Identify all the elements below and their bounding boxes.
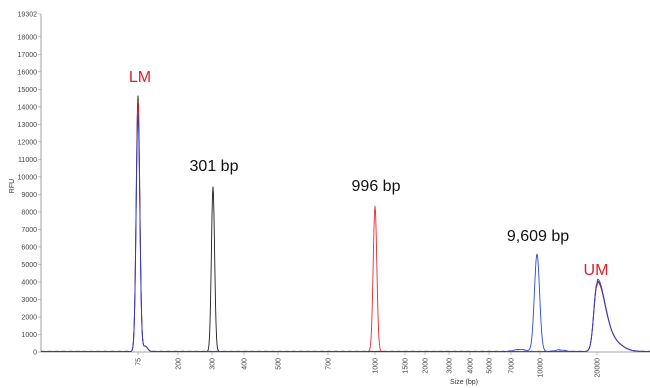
- y-tick-label: 16000: [18, 69, 38, 76]
- x-tick-label: 700: [326, 358, 333, 370]
- x-tick-label: 10000: [538, 358, 545, 378]
- y-tick-label: 17000: [18, 52, 38, 59]
- trace-line: [40, 95, 650, 353]
- trace-line: [40, 100, 650, 353]
- peak-label: 9,609 bp: [507, 228, 569, 245]
- x-tick-label: 200: [176, 358, 183, 370]
- x-axis: 75 200 300 400 500 700 1000 1500 2000 3000 4000 500…: [41, 351, 650, 378]
- x-tick-label: 300: [210, 358, 217, 370]
- y-tick-label: 12000: [18, 139, 38, 146]
- x-tick-label: 3000: [447, 358, 454, 374]
- x-tick-label: 1000: [373, 358, 380, 374]
- y-tick-label: 2000: [21, 314, 37, 321]
- trace-line: [41, 114, 650, 353]
- y-tick-label: 11000: [18, 157, 37, 164]
- y-axis-title: RFU: [9, 179, 16, 193]
- y-tick-label: 0: [33, 350, 37, 357]
- x-tick-label: 7000: [509, 358, 516, 374]
- y-axis: 0 1000 2000 3000 4000 5000 6000 7000 8000 9000 100…: [18, 12, 42, 357]
- x-tick-label: 4000: [468, 358, 475, 374]
- y-tick-label: 13000: [18, 122, 38, 129]
- y-tick-label: 6000: [21, 244, 37, 251]
- x-tick-label: 1500: [403, 358, 410, 374]
- y-tick-label: 5000: [21, 262, 37, 269]
- x-tick-label: 75: [136, 358, 143, 366]
- y-tick-label: 8000: [21, 209, 37, 216]
- y-tick-label: 9000: [21, 192, 37, 199]
- y-tick-label: 19302: [18, 12, 38, 19]
- y-tick-label: 14000: [18, 104, 38, 111]
- y-tick-label: 4000: [21, 279, 37, 286]
- y-tick-label: 7000: [21, 227, 37, 234]
- x-tick-label: 5000: [487, 358, 494, 374]
- y-tick-label: 1000: [21, 332, 37, 339]
- y-tick-label: 3000: [21, 297, 37, 304]
- peak-annotations: LM 301 bp 996 bp 9,609 bp UM: [129, 69, 609, 279]
- y-tick-label: 18000: [18, 34, 38, 41]
- trace-lines: [40, 95, 650, 353]
- x-tick-label: 20000: [595, 358, 602, 378]
- peak-label: LM: [129, 69, 151, 86]
- peak-label: 996 bp: [352, 178, 401, 195]
- y-tick-label: 10000: [18, 174, 38, 181]
- peak-label: 301 bp: [190, 158, 239, 175]
- x-tick-label: 500: [276, 358, 283, 370]
- y-tick-label: 15000: [18, 87, 38, 94]
- x-axis-title: Size (bp): [450, 379, 478, 386]
- x-tick-label: 400: [242, 358, 249, 370]
- x-tick-label: 2000: [423, 358, 430, 374]
- peak-label: UM: [584, 262, 609, 279]
